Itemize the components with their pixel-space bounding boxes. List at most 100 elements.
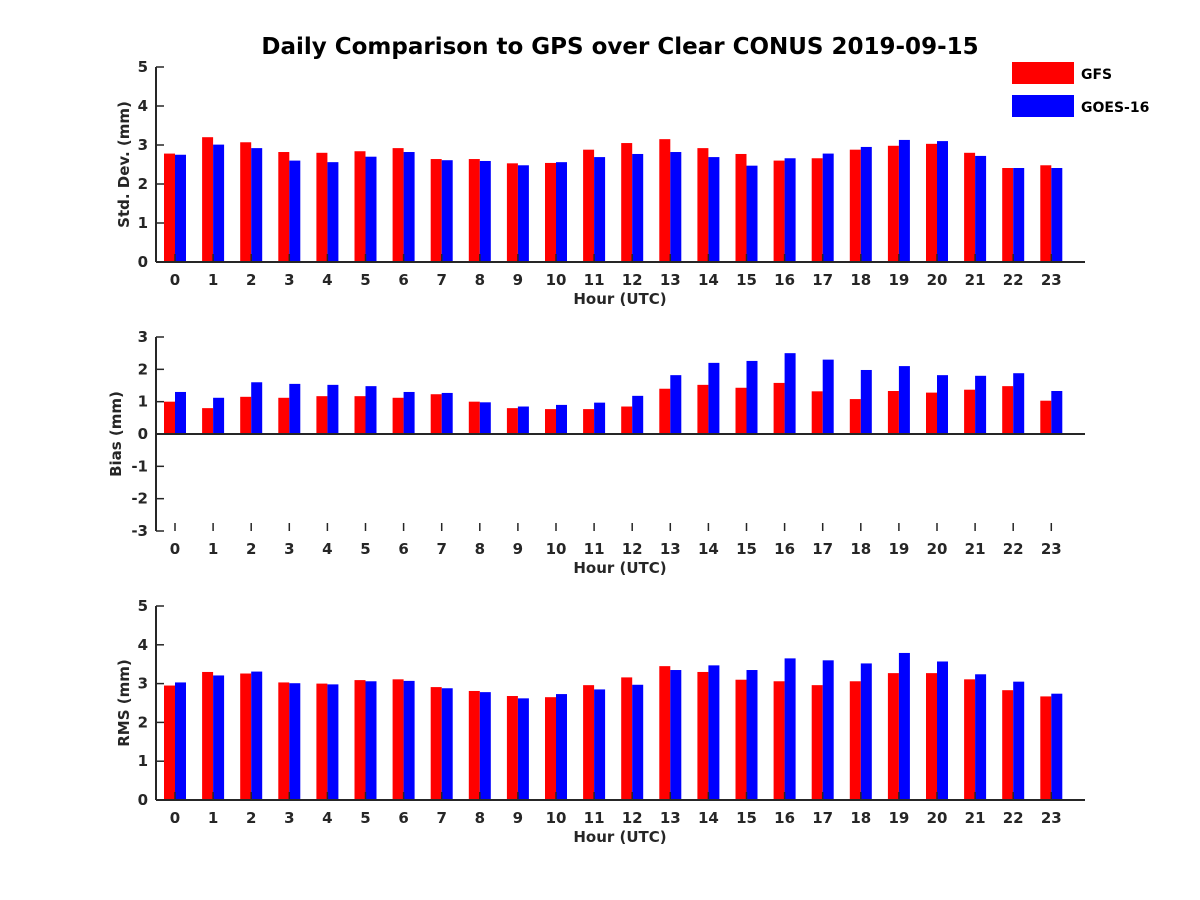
- bias-x-tick-label: 3: [284, 540, 294, 558]
- rms-bar-goes16-13: [670, 670, 682, 800]
- bias-x-tick-label: 15: [736, 540, 757, 558]
- rms-bar-gfs-13: [659, 666, 671, 800]
- std-dev-bar-goes16-23: [1051, 168, 1063, 262]
- bias-y-tick-label: -2: [131, 490, 148, 508]
- bias-bar-goes16-17: [822, 359, 834, 434]
- rms-y-tick-label: 0: [138, 791, 148, 809]
- rms-bar-gfs-7: [430, 687, 442, 800]
- rms-bar-gfs-14: [697, 671, 709, 800]
- std-dev-x-tick-label: 8: [475, 271, 485, 289]
- std-dev-x-tick-label: 13: [660, 271, 681, 289]
- std-dev-bar-gfs-5: [354, 151, 366, 262]
- std-dev-bar-goes16-20: [937, 141, 948, 262]
- rms-x-tick-label: 1: [208, 809, 218, 827]
- bias-y-tick-label: 1: [138, 393, 148, 411]
- std-dev-bar-goes16-7: [441, 160, 453, 262]
- std-dev-bar-goes16-4: [327, 162, 339, 262]
- bias-bar-goes16-15: [746, 360, 758, 434]
- bias-y-axis-label: Bias (mm): [107, 391, 125, 477]
- bias-bar-gfs-23: [1040, 400, 1052, 434]
- std-dev-y-tick-label: 5: [138, 58, 148, 76]
- rms-bar-goes16-7: [441, 688, 453, 800]
- std-dev-x-tick-label: 6: [398, 271, 408, 289]
- rms-bar-gfs-22: [1002, 690, 1014, 800]
- std-dev-y-axis-label: Std. Dev. (mm): [115, 101, 133, 228]
- bias-bar-gfs-8: [468, 401, 480, 434]
- rms-bar-goes16-4: [327, 684, 339, 800]
- rms-x-tick-label: 14: [698, 809, 719, 827]
- bias-bar-gfs-19: [887, 390, 899, 434]
- std-dev-bar-gfs-16: [773, 160, 785, 262]
- std-dev-bar-gfs-22: [1002, 168, 1014, 262]
- rms-x-tick-label: 20: [927, 809, 948, 827]
- std-dev-x-tick-label: 17: [812, 271, 833, 289]
- rms-bar-gfs-11: [583, 685, 595, 800]
- rms-bar-goes16-17: [822, 660, 834, 800]
- std-dev-x-tick-label: 11: [584, 271, 605, 289]
- bias-bar-goes16-5: [365, 386, 377, 434]
- bias-bar-gfs-4: [316, 396, 328, 434]
- std-dev-bar-gfs-10: [545, 162, 556, 262]
- bias-bar-goes16-9: [517, 406, 529, 434]
- bias-bar-goes16-22: [1013, 373, 1025, 434]
- rms-x-tick-label: 9: [513, 809, 523, 827]
- rms-x-tick-label: 15: [736, 809, 757, 827]
- bias-bar-gfs-1: [202, 408, 214, 434]
- std-dev-bar-goes16-19: [898, 139, 910, 262]
- rms-y-tick-label: 5: [138, 597, 148, 615]
- rms-bar-goes16-14: [708, 665, 720, 800]
- rms-bar-gfs-2: [240, 673, 252, 800]
- bias-bar-gfs-15: [735, 387, 747, 434]
- bias-bar-goes16-12: [632, 395, 644, 434]
- rms-bar-goes16-12: [632, 684, 644, 800]
- std-dev-bar-gfs-18: [849, 149, 861, 262]
- std-dev-bar-goes16-10: [556, 162, 567, 262]
- std-dev-x-tick-label: 4: [322, 271, 332, 289]
- std-dev-bar-gfs-17: [811, 158, 823, 262]
- rms-bar-gfs-9: [506, 696, 518, 800]
- bias-x-tick-label: 9: [513, 540, 523, 558]
- std-dev-bar-goes16-14: [708, 157, 720, 262]
- std-dev-bar-goes16-5: [365, 156, 377, 262]
- rms-y-tick-label: 4: [138, 636, 148, 654]
- bias-x-tick-label: 6: [398, 540, 408, 558]
- bias-bar-goes16-8: [479, 402, 491, 434]
- rms-bar-goes16-1: [213, 675, 225, 800]
- std-dev-bar-gfs-11: [583, 149, 595, 262]
- std-dev-bar-gfs-9: [506, 163, 518, 262]
- rms-x-tick-label: 16: [774, 809, 795, 827]
- bias-bar-gfs-0: [164, 401, 175, 434]
- rms-y-axis-label: RMS (mm): [115, 659, 133, 746]
- std-dev-bar-gfs-13: [659, 139, 671, 262]
- std-dev-x-tick-label: 10: [546, 271, 567, 289]
- std-dev-y-tick-label: 0: [138, 253, 148, 271]
- rms-bar-goes16-3: [289, 683, 301, 800]
- bias-bar-goes16-4: [327, 384, 339, 434]
- rms-bar-gfs-3: [278, 682, 290, 800]
- std-dev-bar-gfs-0: [164, 153, 175, 262]
- bias-bar-goes16-21: [975, 375, 987, 434]
- std-dev-x-tick-label: 12: [622, 271, 643, 289]
- bias-x-axis-label: Hour (UTC): [573, 559, 666, 577]
- bias-x-tick-label: 23: [1041, 540, 1062, 558]
- std-dev-x-tick-label: 9: [513, 271, 523, 289]
- rms-y-tick-label: 2: [138, 713, 148, 731]
- std-dev-y-tick-label: 2: [138, 175, 148, 193]
- std-dev-x-tick-label: 23: [1041, 271, 1062, 289]
- rms-bar-gfs-16: [773, 681, 785, 800]
- rms-bar-goes16-22: [1013, 681, 1025, 800]
- bias-bar-goes16-11: [594, 402, 606, 434]
- bias-bar-goes16-13: [670, 375, 682, 434]
- std-dev-y-tick-label: 1: [138, 214, 148, 232]
- bias-bar-gfs-17: [811, 391, 823, 434]
- bias-bar-gfs-11: [583, 409, 595, 434]
- std-dev-x-tick-label: 19: [888, 271, 909, 289]
- rms-bar-goes16-23: [1051, 693, 1063, 800]
- std-dev-x-tick-label: 3: [284, 271, 294, 289]
- std-dev-bar-gfs-6: [392, 148, 404, 262]
- bias-x-tick-label: 10: [546, 540, 567, 558]
- std-dev-bar-gfs-23: [1040, 165, 1052, 262]
- std-dev-bar-goes16-8: [479, 160, 491, 262]
